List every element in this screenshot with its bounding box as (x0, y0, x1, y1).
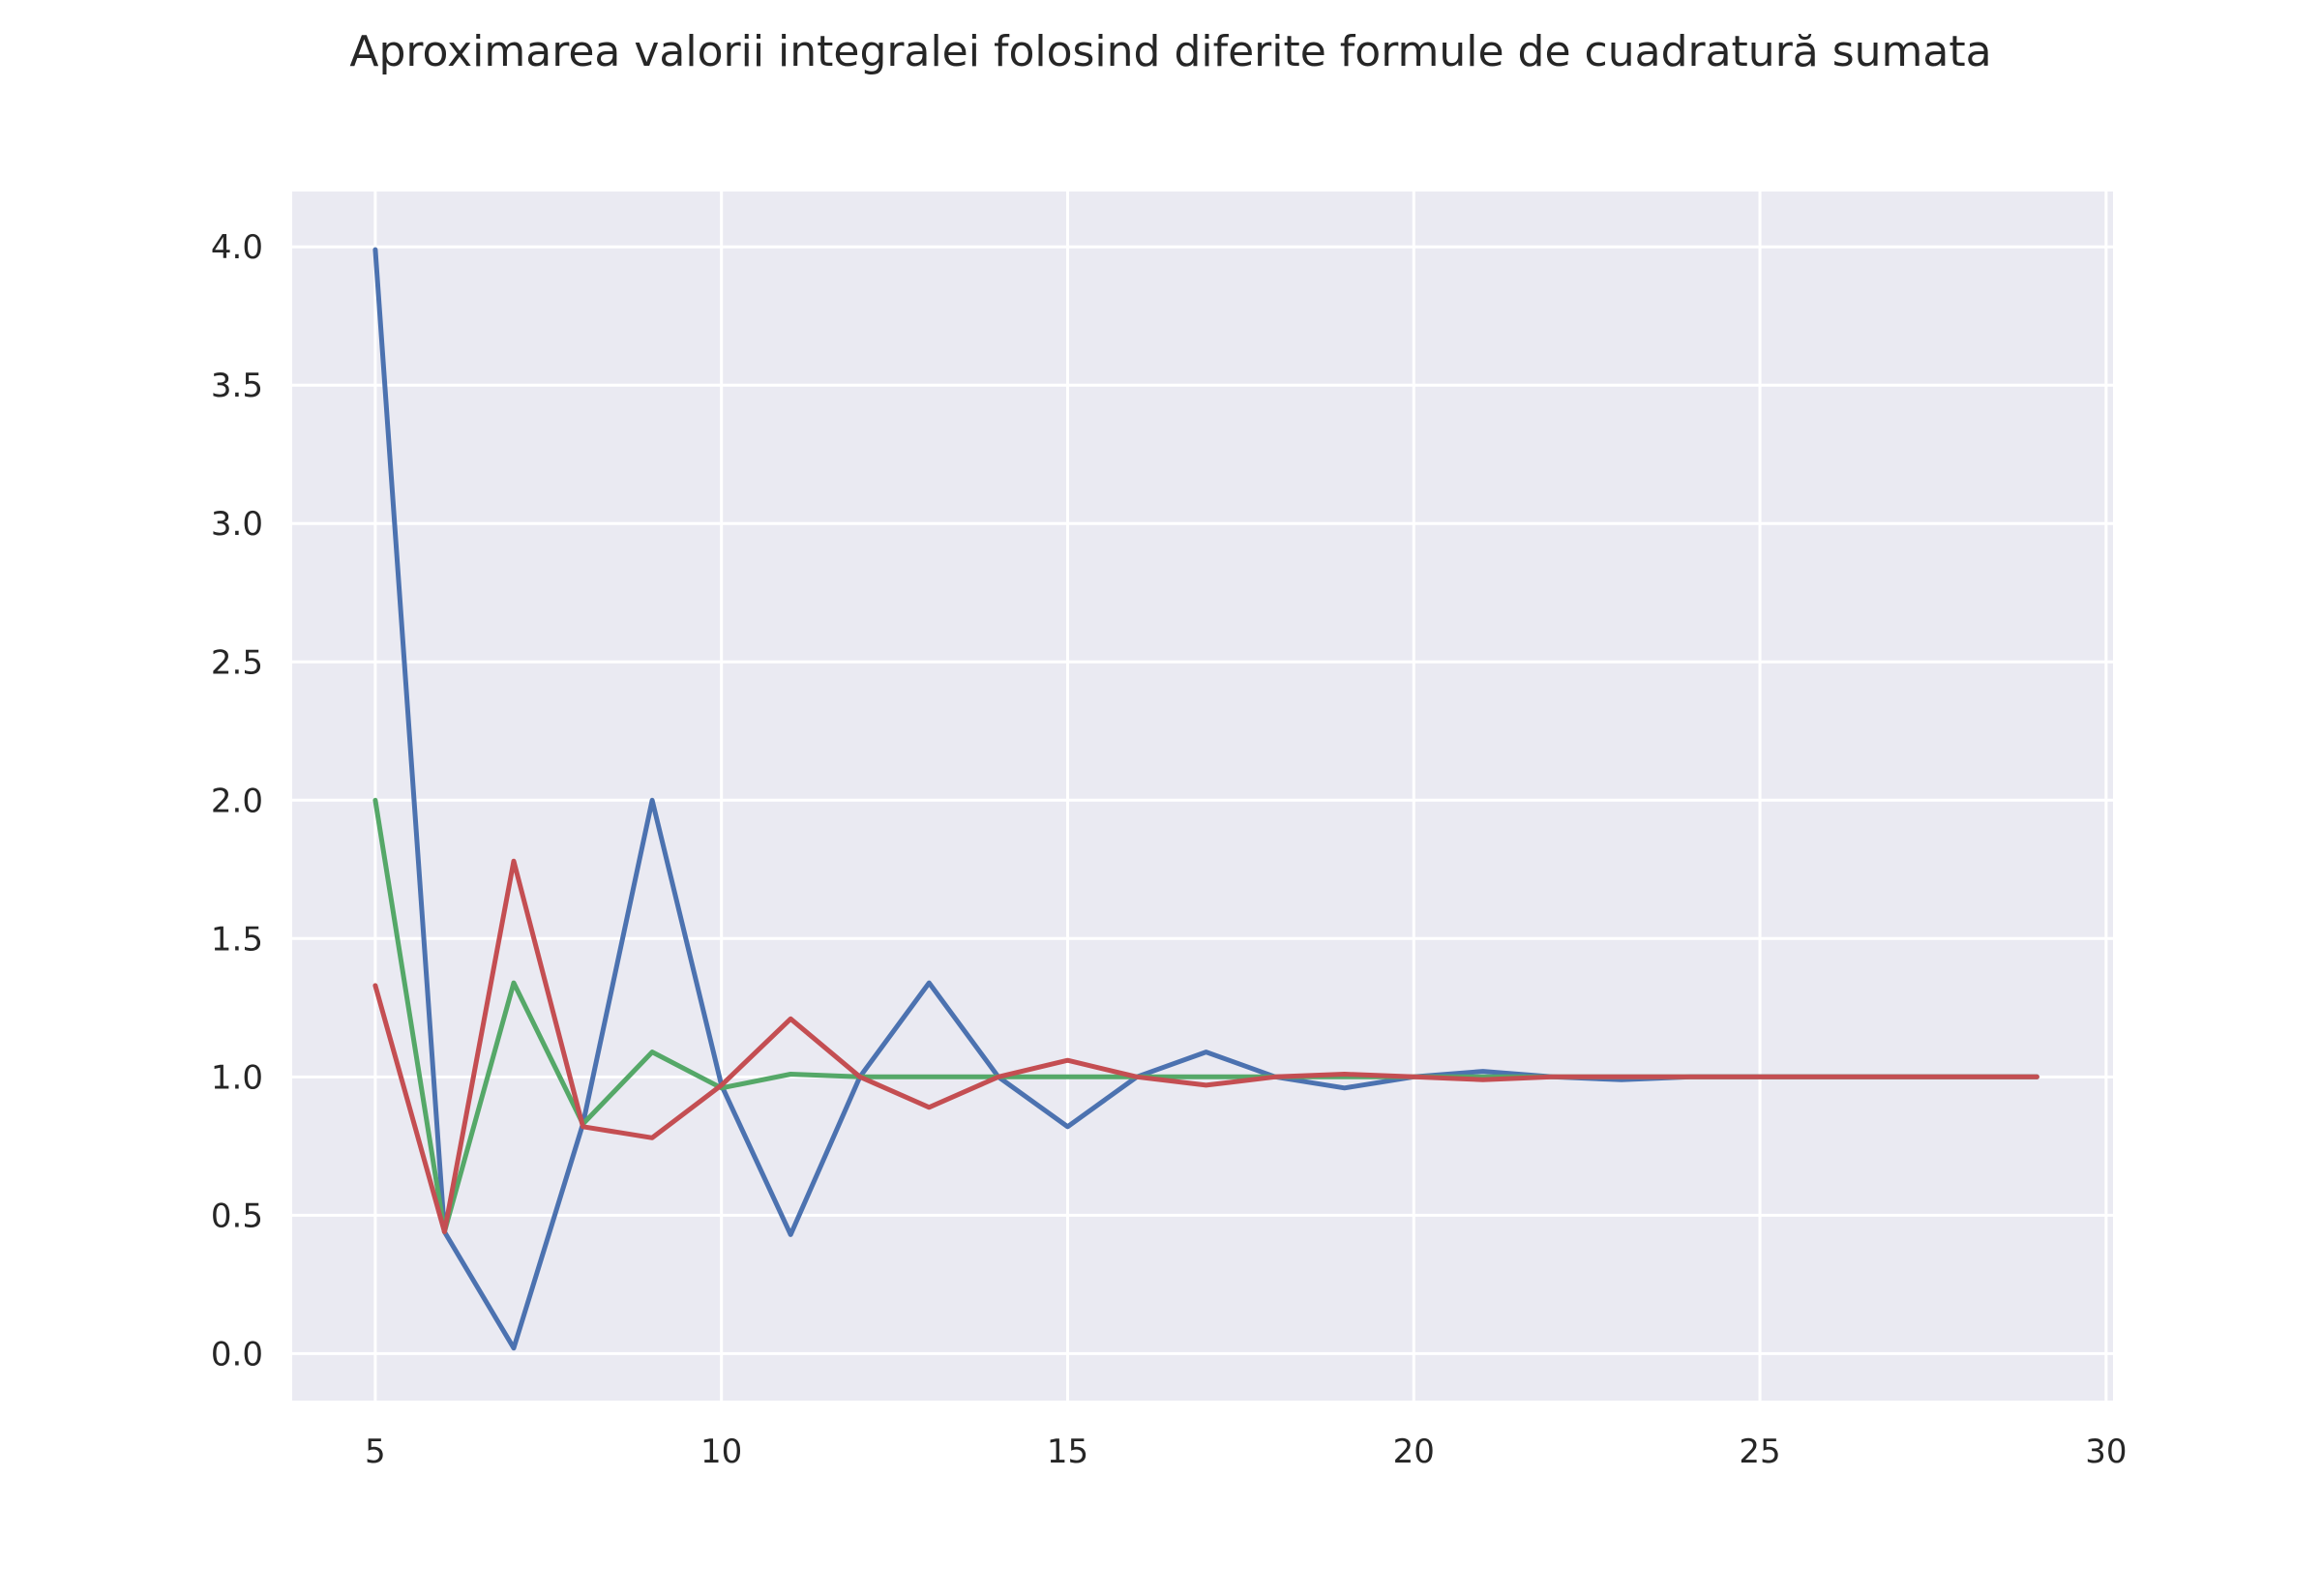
y-axis-ticks: 0.0 0.5 1.0 1.5 2.0 2.5 3.0 3.5 4.0 (211, 228, 263, 1374)
plot-area (292, 192, 2113, 1401)
y-tick-label: 3.0 (211, 505, 263, 544)
x-tick-label: 5 (365, 1433, 386, 1471)
x-tick-label: 10 (700, 1433, 742, 1471)
series-layer (372, 247, 2039, 1351)
x-axis-ticks: 5 10 15 20 25 30 (365, 1433, 2127, 1471)
grid-lines (292, 192, 2113, 1401)
y-tick-label: 1.5 (211, 920, 263, 959)
x-tick-label: 30 (2085, 1433, 2127, 1471)
x-tick-label: 20 (1393, 1433, 1435, 1471)
y-tick-label: 2.0 (211, 782, 263, 820)
chart-title: Aproximarea valorii integralei folosind … (349, 27, 1991, 76)
y-tick-label: 0.5 (211, 1197, 263, 1235)
y-tick-label: 3.5 (211, 367, 263, 405)
y-tick-label: 4.0 (211, 228, 263, 267)
y-tick-label: 1.0 (211, 1058, 263, 1097)
y-tick-label: 0.0 (211, 1335, 263, 1374)
x-tick-label: 15 (1047, 1433, 1088, 1471)
series-line-3 (372, 858, 2039, 1234)
y-tick-label: 2.5 (211, 643, 263, 682)
x-tick-label: 25 (1739, 1433, 1780, 1471)
